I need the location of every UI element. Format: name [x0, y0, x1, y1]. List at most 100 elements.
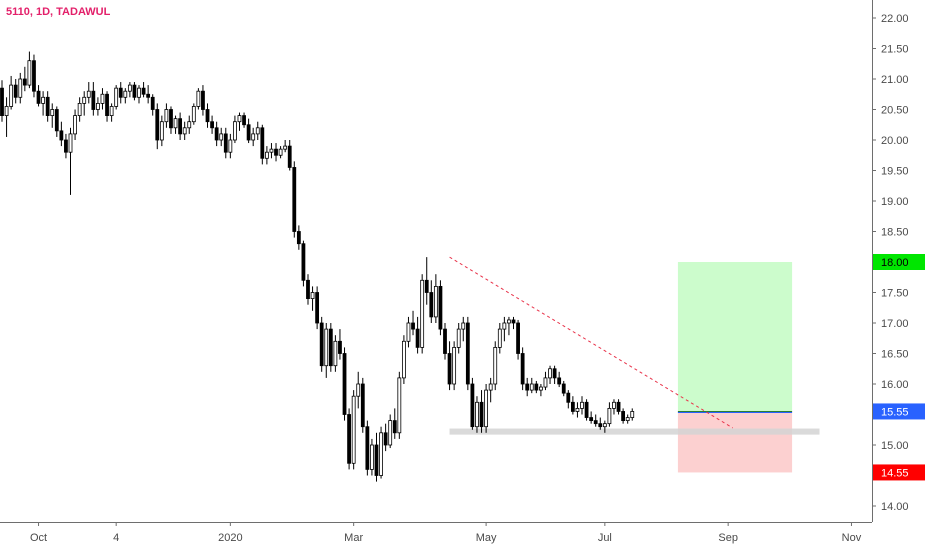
candle-body — [164, 109, 169, 123]
candle-body — [475, 401, 479, 428]
candle — [137, 85, 141, 104]
candle-body — [219, 133, 224, 141]
candle — [529, 377, 534, 394]
y-tick-label: 15.00 — [881, 440, 909, 452]
candle-body — [109, 106, 114, 116]
candle — [255, 121, 260, 140]
x-tick-label: Jul — [598, 532, 612, 544]
x-tick-label: May — [476, 532, 497, 544]
candle-body — [447, 353, 452, 385]
y-tick-label: 17.00 — [881, 318, 909, 330]
candle-body — [456, 328, 461, 348]
candle-body — [580, 401, 584, 409]
candle — [150, 94, 155, 116]
y-tick-label: 21.50 — [881, 44, 909, 56]
candle — [9, 75, 14, 110]
candle-body — [73, 115, 77, 135]
candle-body — [50, 109, 55, 116]
candle — [123, 88, 128, 104]
candle — [534, 380, 539, 394]
candle-body — [13, 84, 18, 98]
candle-body — [96, 103, 100, 110]
candle-body — [146, 93, 151, 98]
candle-body — [310, 292, 315, 299]
candle — [32, 54, 36, 98]
candle — [570, 396, 575, 415]
candle-body — [338, 340, 342, 354]
x-tick-label: Nov — [842, 532, 862, 544]
y-tick-label: 18.50 — [881, 227, 909, 239]
candle-body — [269, 148, 274, 153]
candle-body — [333, 340, 338, 367]
y-tick-label: 17.50 — [881, 288, 909, 300]
candle-body — [233, 121, 237, 141]
candle — [370, 438, 374, 476]
candle — [278, 146, 283, 159]
candle — [205, 103, 210, 128]
x-tick-label: Sep — [718, 532, 738, 544]
y-tick-label: 19.00 — [881, 196, 909, 208]
candle — [324, 323, 329, 378]
candle — [539, 384, 543, 397]
candle — [383, 423, 388, 452]
candle-body — [525, 383, 530, 391]
candle-body — [169, 109, 173, 129]
candle — [191, 103, 196, 125]
candle-body — [264, 151, 269, 159]
candle-body — [374, 444, 379, 476]
candle — [365, 420, 370, 476]
candle — [411, 310, 415, 336]
candle-body — [593, 420, 598, 425]
candle — [438, 280, 443, 336]
candle-body — [18, 78, 23, 98]
candle-body — [342, 353, 347, 415]
candle — [73, 109, 77, 140]
candle-body — [561, 383, 566, 394]
candle-body — [306, 279, 310, 299]
y-tick-label: 16.00 — [881, 379, 909, 391]
candle — [105, 91, 109, 122]
candle — [429, 280, 434, 323]
candle-body — [123, 90, 128, 98]
candle-body — [612, 401, 616, 409]
candle-body — [516, 322, 520, 354]
candle-body — [9, 84, 14, 107]
candle — [461, 316, 466, 342]
candle-body — [388, 420, 393, 446]
candle — [420, 274, 425, 354]
candle-body — [602, 423, 607, 428]
y-tick-label: 22.00 — [881, 13, 909, 25]
candle — [612, 399, 616, 415]
candle-body — [392, 420, 397, 434]
candle — [598, 417, 603, 430]
candle — [543, 371, 548, 391]
candle — [315, 286, 320, 330]
candle — [388, 414, 393, 449]
candle-body — [607, 407, 612, 425]
candle-body — [507, 319, 511, 324]
candle-body — [182, 127, 187, 135]
y-tick-label: 14.00 — [881, 501, 909, 513]
candle — [397, 371, 402, 439]
candle — [45, 91, 50, 122]
y-tick-label: 16.50 — [881, 349, 909, 361]
price-label-box — [873, 464, 925, 481]
candle-body — [351, 395, 356, 464]
candle-body — [479, 401, 484, 428]
candle-body — [292, 167, 297, 232]
candle — [127, 82, 132, 98]
candle — [50, 103, 55, 128]
candle — [155, 103, 160, 150]
candle — [118, 82, 123, 104]
candle-body — [589, 417, 594, 421]
candle-body — [315, 292, 320, 324]
candle — [488, 377, 493, 403]
profit-zone — [677, 262, 793, 412]
candle — [356, 371, 361, 409]
candle-body — [557, 377, 562, 385]
candle — [77, 97, 82, 122]
candle — [260, 124, 265, 165]
candle-body — [484, 389, 489, 428]
candle-body — [575, 407, 580, 412]
